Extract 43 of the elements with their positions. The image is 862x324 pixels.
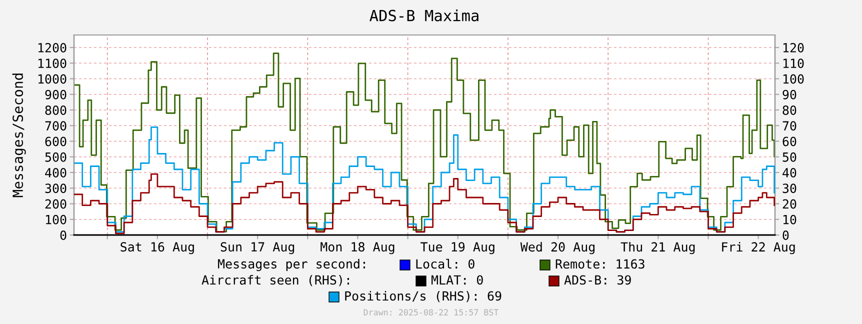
y-tick-label: 600: [45, 136, 66, 146]
y2-tick-label: 10: [783, 214, 796, 224]
legend-label: ADS-B: 39: [564, 275, 631, 285]
y-tick-label: 100: [46, 214, 66, 224]
y-tick-label: 300: [45, 184, 66, 194]
y-tick-label: 500: [45, 152, 66, 162]
y-tick-label: 900: [45, 90, 66, 100]
y2-tick-label: 70: [782, 121, 796, 131]
y-tick-label: 200: [45, 199, 66, 209]
y-tick-label: 400: [45, 168, 66, 178]
y2-tick-label: 90: [782, 90, 796, 100]
y-tick-label: 1200: [38, 43, 66, 52]
y2-tick-label: 120: [783, 43, 804, 52]
text: Messages per second:: [218, 258, 366, 272]
y2-tick-label: 30: [782, 184, 796, 194]
x-tick-label: Tue 19 Aug: [420, 242, 494, 254]
x-tick-label: Wed 20 Aug: [520, 242, 594, 254]
y-tick-label: 0: [60, 230, 66, 240]
y-axis-title: Messages/Second: [12, 74, 26, 198]
x-tick-label: Fri 22 Aug: [722, 242, 795, 254]
y2-tick-label: 40: [782, 168, 796, 178]
x-tick-label: Sat 16 Aug: [120, 242, 194, 254]
y2-tick-label: 50: [782, 152, 796, 162]
text: Aircraft seen (RHS):: [202, 274, 350, 286]
y-tick-label: 800: [45, 106, 66, 115]
legend-label: Local: 0: [416, 258, 474, 269]
legend-label: Remote: 1163: [556, 259, 644, 269]
y-tick-label: 1000: [38, 74, 66, 84]
legend-label: Positions/s (RHS): 69: [345, 290, 502, 302]
chart-title: ADS-B Maxima: [370, 10, 478, 22]
text: Drawn: 2025-08-22 15:57 BST: [364, 309, 499, 316]
y2-tick-label: 80: [782, 106, 796, 115]
y2-tick-label: 0: [782, 230, 789, 240]
x-tick-label: Mon 18 Aug: [320, 242, 394, 254]
x-tick-label: Sun 17 Aug: [220, 242, 294, 254]
y2-tick-label: 100: [783, 74, 804, 84]
x-tick-label: Thu 21 Aug: [620, 242, 695, 254]
y2-tick-label: 110: [783, 58, 804, 68]
y-tick-label: 700: [45, 121, 66, 131]
y-tick-label: 1100: [38, 58, 66, 68]
y2-tick-label: 20: [782, 199, 796, 209]
legend-label: MLAT: 0: [432, 275, 483, 285]
y2-tick-label: 60: [782, 136, 796, 146]
